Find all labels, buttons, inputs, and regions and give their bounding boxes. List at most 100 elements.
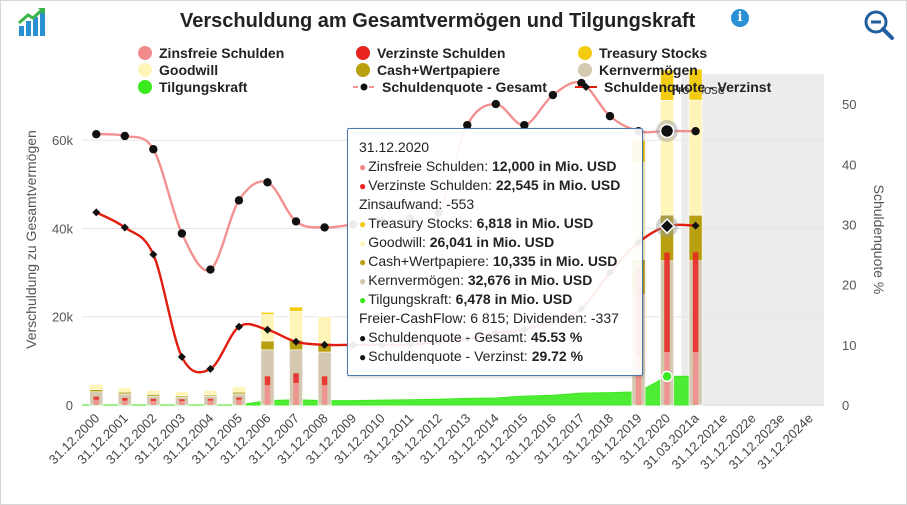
- quote-gesamt-point: [691, 126, 700, 136]
- y-right-tick-label: 50: [842, 97, 856, 112]
- tooltip-row: ● Treasury Stocks: 6,818 in Mio. USD: [359, 215, 593, 231]
- tooltip-label: Zinsfreie Schulden:: [368, 158, 492, 174]
- tooltip-dot-icon: ●: [359, 331, 367, 345]
- y-right-tick-label: 10: [842, 338, 856, 353]
- quote-gesamt-point: [520, 120, 529, 130]
- y-right-tick-label: 0: [842, 398, 849, 413]
- legend-label: Cash+Wertpapiere: [377, 62, 500, 78]
- zoom-out-icon[interactable]: [862, 8, 896, 42]
- quote-gesamt-point: [577, 78, 586, 88]
- legend-marker: [578, 46, 592, 60]
- tooltip-label: Cash+Wertpapiere:: [368, 253, 493, 269]
- bar-zinsfreie-schulden: [635, 356, 642, 405]
- bar-zinsfreie-schulden: [236, 399, 242, 405]
- bar-treasury-stocks: [289, 306, 303, 312]
- legend-marker: [138, 46, 152, 60]
- quote-gesamt-point: [263, 178, 272, 187]
- bar-verzinste-schulden: [321, 376, 328, 386]
- tooltip-dot-icon: ●: [359, 217, 367, 231]
- tooltip-row: Freier-CashFlow: 6 815; Dividenden: -337: [359, 310, 619, 326]
- bar-verzinste-schulden: [93, 396, 100, 400]
- bar-zinsfreie-schulden: [692, 352, 699, 405]
- tooltip-value: 12,000 in Mio. USD: [491, 158, 617, 174]
- series-area-tilgungskraft: [82, 375, 697, 406]
- bar-goodwill: [175, 391, 189, 397]
- y-right-axis-title: Schuldenquote %: [871, 185, 887, 295]
- tooltip-dot-icon: ●: [359, 236, 367, 250]
- legend-marker: [138, 63, 152, 77]
- quote-verzinst-point: [320, 340, 329, 349]
- bar-goodwill: [203, 390, 218, 396]
- legend-label: Zinsfreie Schulden: [159, 45, 284, 61]
- hover-point-verzinst: [658, 218, 676, 235]
- tooltip-value: 22,545 in Mio. USD: [495, 177, 621, 193]
- quote-gesamt-point: [548, 90, 558, 100]
- tooltip-value: 6,478 in Mio. USD: [455, 291, 573, 307]
- bar-goodwill: [117, 387, 132, 393]
- bar-zinsfreie-schulden: [150, 401, 157, 405]
- quote-verzinst-point: [234, 322, 243, 331]
- bar-zinsfreie-schulden: [179, 401, 185, 405]
- tooltip-value: 45.53 %: [530, 329, 583, 345]
- quote-gesamt-point: [463, 120, 472, 130]
- hover-point-gesamt: [659, 123, 675, 139]
- y-left-tick-label: 0: [66, 398, 73, 413]
- info-icon[interactable]: i: [731, 9, 749, 27]
- bar-verzinste-schulden: [122, 397, 128, 401]
- quote-verzinst-point: [120, 223, 129, 232]
- bar-goodwill: [660, 99, 674, 216]
- bar-verzinste-schulden: [264, 376, 271, 386]
- quote-verzinst-point: [149, 250, 158, 259]
- chart-logo-icon[interactable]: [16, 6, 48, 38]
- bar-verzinste-schulden: [236, 397, 242, 400]
- tooltip-dot-icon: ●: [359, 160, 367, 174]
- y-left-tick-label: 20k: [52, 310, 73, 325]
- tooltip-value: 32,676 in Mio. USD: [467, 272, 593, 288]
- quote-verzinst-point: [206, 364, 215, 373]
- quote-verzinst-point: [263, 325, 272, 334]
- tooltip-label: Verzinste Schulden:: [368, 177, 496, 193]
- tooltip-date: 31.12.2020: [359, 139, 430, 155]
- legend-label: Tilgungskraft: [159, 79, 248, 95]
- quote-gesamt-point: [234, 196, 244, 205]
- quote-verzinst-point: [691, 221, 700, 230]
- tooltip-dot-icon: ●: [359, 274, 367, 288]
- tooltip-row: ● Goodwill: 26,041 in Mio. USD: [359, 234, 554, 250]
- quote-gesamt-point: [149, 145, 158, 154]
- bar-zinsfreie-schulden: [93, 399, 100, 405]
- tooltip-dot-icon: ●: [359, 255, 367, 269]
- tooltip-row: ● Schuldenquote - Verzinst: 29.72 %: [359, 348, 583, 364]
- bar-goodwill: [89, 383, 104, 390]
- legend-label: Schuldenquote - Gesamt: [382, 79, 547, 95]
- forecast-band: [681, 74, 824, 405]
- quote-gesamt-point: [92, 129, 101, 139]
- bar-zinsfreie-schulden: [122, 400, 128, 405]
- bar-cash-wertpapiere: [260, 340, 275, 351]
- tooltip-value: 26,041 in Mio. USD: [429, 234, 555, 250]
- bar-verzinste-schulden: [293, 373, 299, 383]
- tooltip-label: Schuldenquote - Verzinst:: [368, 348, 532, 364]
- quote-gesamt-point: [120, 131, 130, 141]
- quote-gesamt-point: [320, 223, 329, 232]
- bar-treasury-stocks: [660, 69, 674, 101]
- y-left-axis-title: Verschuldung zu Gesamtvermögen: [23, 130, 39, 349]
- bar-treasury-stocks: [260, 312, 275, 315]
- quote-gesamt-point: [206, 265, 215, 274]
- legend-label: Kernvermögen: [599, 62, 698, 78]
- quote-gesamt-point: [291, 217, 301, 226]
- tooltip-label: Tilgungskraft:: [368, 291, 456, 307]
- tooltip-row: ● Verzinste Schulden: 22,545 in Mio. USD: [359, 177, 620, 193]
- tooltip-dot-icon: ●: [359, 350, 367, 364]
- y-right-tick-label: 40: [842, 157, 856, 172]
- legend-marker: [138, 80, 152, 94]
- tooltip-row: ● Tilgungskraft: 6,478 in Mio. USD: [359, 291, 572, 307]
- bar-zinsfreie-schulden: [321, 385, 328, 405]
- legend-marker: [578, 63, 592, 77]
- tooltip-row: ● Schuldenquote - Gesamt: 45.53 %: [359, 329, 582, 345]
- tooltip-value: 29.72 %: [531, 348, 584, 364]
- quote-gesamt-point: [491, 99, 501, 109]
- tooltip-dot-icon: ●: [359, 179, 367, 193]
- y-right-tick-label: 30: [842, 217, 856, 232]
- legend-marker: [356, 46, 370, 60]
- tooltip-label: Goodwill:: [368, 234, 430, 250]
